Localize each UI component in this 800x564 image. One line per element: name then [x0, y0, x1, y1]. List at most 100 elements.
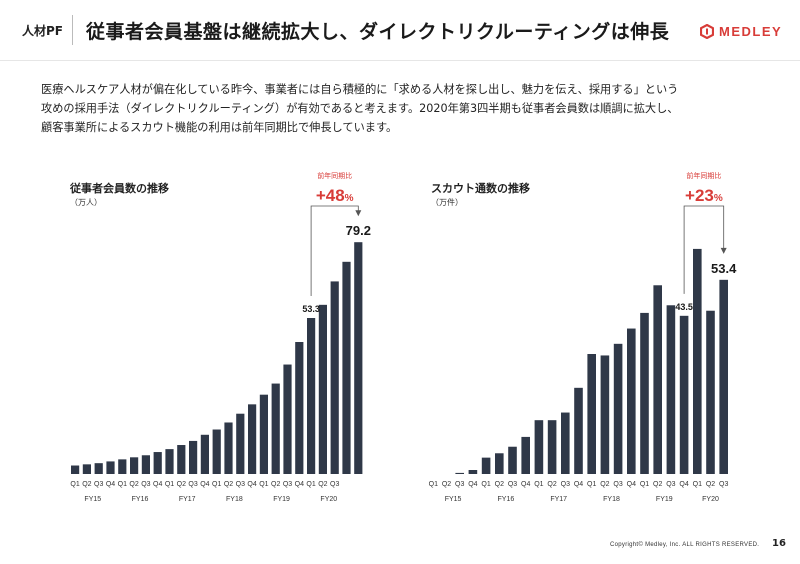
- comparison-bracket: [310, 205, 359, 296]
- data-label: 53.4: [711, 261, 737, 276]
- fiscal-year-label: FY18: [603, 496, 620, 503]
- bar-16: [627, 328, 636, 474]
- slide-header: 人材PF 従事者会員基盤は継続拡大し、ダイレクトリクルーティングは伸長 MEDL…: [0, 0, 800, 60]
- fiscal-year-label: FY19: [656, 496, 673, 503]
- bar-11: [189, 440, 198, 474]
- quarter-tick-label: Q3: [94, 481, 103, 488]
- bar-10: [547, 420, 557, 474]
- quarter-tick-label: Q3: [141, 481, 150, 488]
- bar-15: [236, 413, 245, 474]
- quarter-tick-label: Q4: [468, 481, 477, 488]
- comparison-percent-sign: %: [714, 193, 723, 204]
- fiscal-year-label: FY16: [498, 496, 515, 503]
- bar-3: [94, 463, 103, 474]
- comparison-value: +23%: [685, 186, 723, 205]
- logo-text: MEDLEY: [719, 24, 783, 39]
- quarter-tick-label: Q1: [306, 481, 315, 488]
- bar-18: [653, 285, 662, 474]
- bar-22: [318, 304, 327, 474]
- bar-15: [613, 343, 623, 474]
- quarter-tick-label: Q1: [481, 481, 490, 488]
- bar-5: [481, 457, 491, 474]
- bar-17: [640, 312, 649, 474]
- quarter-tick-label: Q2: [706, 481, 715, 488]
- quarter-tick-label: Q2: [318, 481, 327, 488]
- page-number: 16: [772, 538, 786, 549]
- quarter-tick-label: Q1: [534, 481, 543, 488]
- comparison-caption: 前年同期比: [317, 171, 352, 180]
- chart-title-scouts: スカウト通数の推移: [431, 182, 530, 195]
- bar-17: [259, 394, 268, 474]
- quarter-tick-label: Q4: [627, 481, 636, 488]
- quarter-tick-label: Q4: [153, 481, 162, 488]
- scouts-bar-chart: Q1 Q2 Q3 Q4 Q1 Q2 Q3 Q4 Q1 Q2 Q3 Q4 Q1 Q2 Q3 Q4 Q1 Q2 Q3 Q4…: [429, 171, 737, 503]
- bar-12: [200, 434, 209, 474]
- quarter-tick-label: Q4: [679, 481, 688, 488]
- comparison-arrowhead: [355, 210, 362, 217]
- bar-6: [130, 457, 139, 474]
- summary-paragraph: 医療ヘルスケア人材が偏在化している昨今、事業者には自ら積極的に「求める人材を探し…: [41, 80, 771, 137]
- fiscal-year-label: FY17: [179, 496, 196, 503]
- quarter-tick-label: Q3: [330, 481, 339, 488]
- quarter-tick-label: Q4: [521, 481, 530, 488]
- bar-21: [307, 318, 316, 474]
- bar-23: [719, 279, 728, 474]
- bar-24: [342, 261, 351, 474]
- bar-19: [283, 364, 292, 474]
- chart-title-members: 従事者会員数の推移: [70, 182, 169, 195]
- quarter-tick-label: Q4: [106, 481, 115, 488]
- members-bar-chart: Q1 Q2 Q3 Q4 Q1 Q2 Q3 Q4 Q1 Q2 Q3 Q4 Q1 Q2 Q3 Q4 Q1 Q2 Q3 Q4…: [70, 171, 371, 503]
- fiscal-year-label: FY16: [132, 496, 149, 503]
- bar-21: [693, 248, 702, 474]
- fiscal-year-label: FY18: [226, 496, 243, 503]
- comparison-percent: +23: [685, 186, 714, 205]
- chart-unit-members: （万人）: [70, 198, 102, 207]
- bar-8: [521, 436, 530, 474]
- quarter-tick-label: Q2: [177, 481, 186, 488]
- quarter-tick-label: Q4: [295, 481, 304, 488]
- copyright-text: Copyright© Medley, Inc. ALL RIGHTS RESER…: [610, 542, 760, 548]
- summary-line-3: 顧客事業所によるスカウト機能の利用は前年同期比で伸長しています。: [41, 121, 398, 134]
- data-label: 53.3: [302, 304, 320, 314]
- quarter-tick-label: Q2: [653, 481, 662, 488]
- quarter-tick-label: Q1: [212, 481, 221, 488]
- chart-unit-scouts: （万件）: [431, 198, 463, 207]
- quarter-tick-label: Q1: [429, 481, 438, 488]
- quarter-tick-label: Q3: [666, 481, 675, 488]
- bar-9: [165, 449, 174, 474]
- bar-1: [71, 465, 80, 474]
- quarter-tick-label: Q3: [236, 481, 245, 488]
- quarter-tick-label: Q1: [693, 481, 702, 488]
- quarter-tick-label: Q3: [188, 481, 197, 488]
- bar-23: [330, 281, 339, 474]
- bar-9: [534, 420, 544, 474]
- bar-3: [455, 472, 464, 474]
- bar-18: [271, 383, 280, 474]
- bar-5: [118, 459, 127, 474]
- quarter-tick-label: Q1: [165, 481, 174, 488]
- quarter-tick-label: Q2: [129, 481, 138, 488]
- data-label: 43.5: [675, 302, 693, 312]
- comparison-percent: +48: [316, 186, 345, 205]
- bar-8: [153, 452, 162, 474]
- quarter-tick-label: Q2: [271, 481, 280, 488]
- company-logo: MEDLEY: [700, 24, 782, 39]
- bar-22: [706, 310, 715, 474]
- page-title: 従事者会員基盤は継続拡大し、ダイレクトリクルーティングは伸長: [86, 21, 670, 43]
- bar-2: [82, 464, 91, 474]
- bar-25: [354, 242, 363, 474]
- comparison-arrowhead: [720, 247, 727, 254]
- quarter-tick-label: Q1: [640, 481, 649, 488]
- medley-hexagon-icon: [700, 24, 714, 39]
- fiscal-year-label: FY15: [84, 496, 101, 503]
- quarter-tick-label: Q3: [561, 481, 570, 488]
- section-tag: 人材PF: [22, 24, 63, 38]
- bar-14: [224, 422, 233, 474]
- comparison-percent-sign: %: [345, 193, 354, 204]
- header-divider: [72, 15, 73, 45]
- summary-line-2: 攻めの採用手法（ダイレクトリクルーティング）が有効であると考えます。2020年第…: [41, 102, 679, 115]
- quarter-tick-label: Q1: [587, 481, 596, 488]
- quarter-tick-label: Q3: [283, 481, 292, 488]
- bar-20: [679, 315, 689, 474]
- fiscal-year-label: FY17: [550, 496, 567, 503]
